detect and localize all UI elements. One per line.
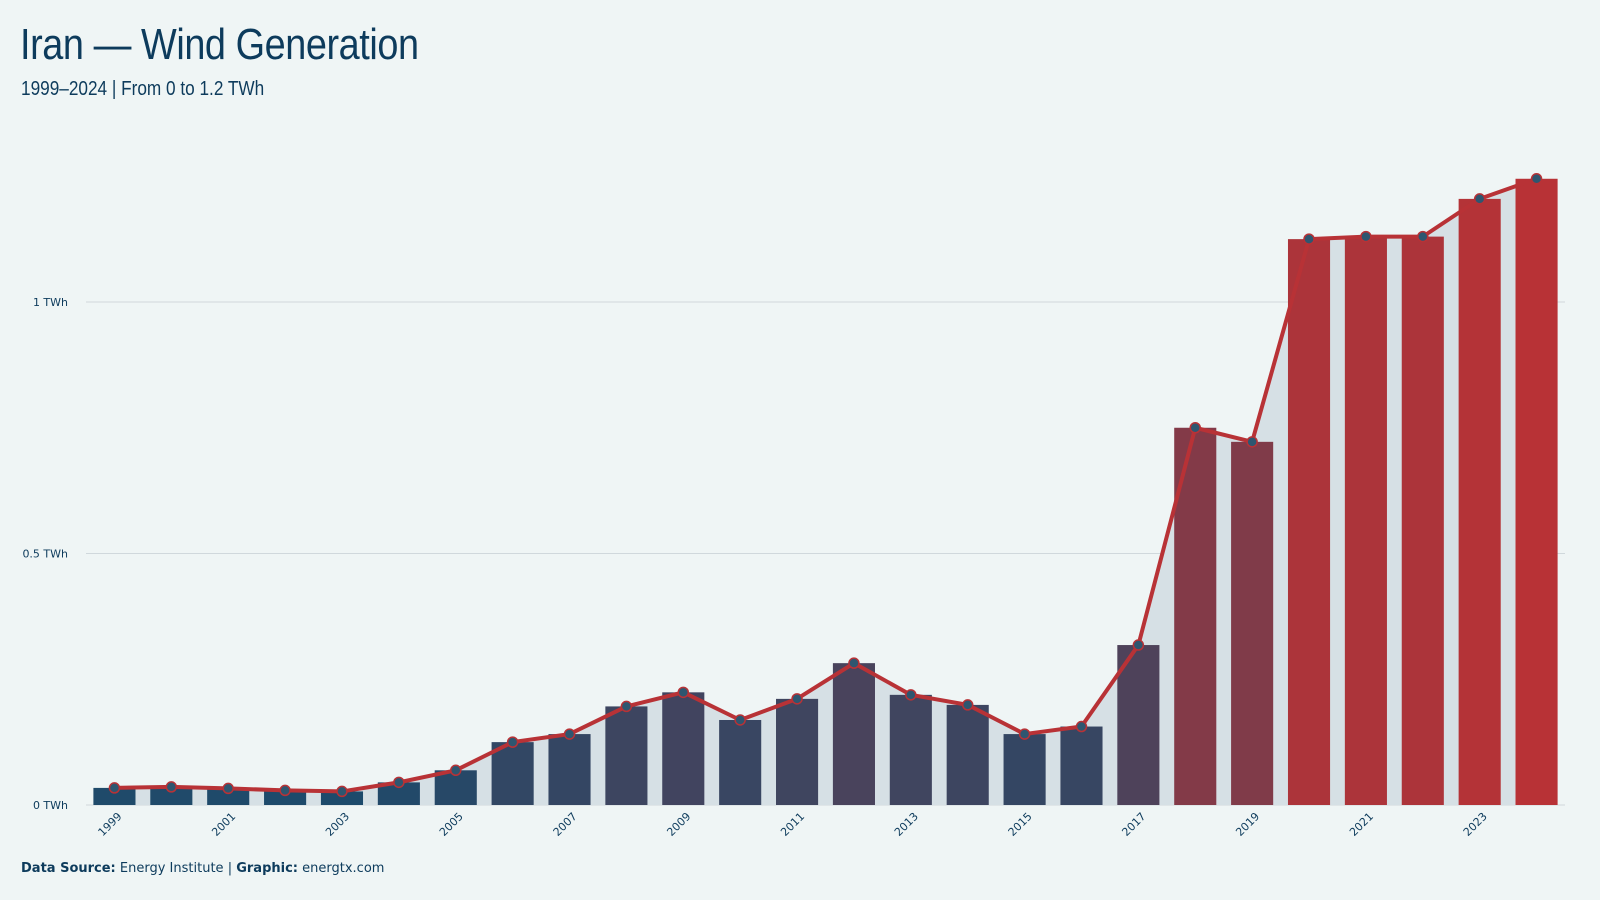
data-point	[393, 776, 405, 789]
data-point	[791, 693, 803, 705]
bar	[548, 734, 591, 805]
data-point	[961, 699, 974, 711]
bar	[662, 692, 705, 805]
bar	[605, 706, 648, 805]
bar	[207, 788, 250, 805]
chart-subtitle: 1999–2024 | From 0 to 1.2 TWh	[21, 78, 265, 100]
data-point	[165, 781, 178, 793]
data-point	[1246, 436, 1258, 448]
y-tick-label: 0.5 TWh	[22, 548, 68, 561]
bar	[320, 791, 364, 805]
bar	[377, 782, 420, 805]
x-tick-label: 2009	[664, 810, 693, 839]
data-point	[279, 784, 291, 797]
x-tick-label: 2023	[1461, 810, 1490, 839]
x-tick-label: 2017	[1119, 810, 1148, 839]
data-point	[848, 657, 860, 669]
y-tick-label: 1 TWh	[33, 296, 68, 309]
bar	[1060, 726, 1103, 805]
y-tick-label: 0 TWh	[33, 799, 68, 812]
data-point	[336, 785, 348, 798]
data-point	[1189, 422, 1201, 434]
bar	[150, 786, 193, 805]
source-value: Energy Institute	[119, 861, 224, 876]
data-point	[1075, 720, 1088, 733]
chart-title: Iran — Wind Generation	[20, 20, 419, 69]
bar	[264, 790, 307, 805]
data-point	[677, 686, 690, 699]
bar	[776, 698, 819, 805]
data-point	[1473, 193, 1486, 205]
series-line	[114, 176, 1538, 794]
bar	[946, 704, 989, 805]
bar	[434, 770, 477, 805]
x-tick-label: 2005	[437, 810, 466, 839]
bar	[1515, 178, 1558, 805]
bar	[1401, 236, 1444, 806]
graphic-label: Graphic:	[236, 861, 298, 876]
x-tick-label: 2013	[892, 810, 921, 839]
x-tick-label: 2015	[1006, 810, 1035, 839]
data-point	[1018, 728, 1031, 740]
bar	[1287, 239, 1331, 805]
bar	[1344, 236, 1387, 806]
data-point	[1530, 173, 1543, 185]
bar	[1458, 198, 1501, 805]
data-point	[734, 714, 746, 726]
data-point	[563, 728, 576, 740]
data-point	[620, 700, 633, 713]
data-point	[450, 764, 462, 777]
bar	[719, 719, 762, 805]
x-tick-label: 1999	[96, 810, 125, 839]
data-point	[506, 736, 519, 748]
footer: Data Source: Energy Institute | Graphic:…	[21, 861, 384, 876]
bar	[1003, 734, 1046, 805]
x-tick-label: 2001	[209, 810, 238, 839]
source-label: Data Source:	[21, 861, 116, 876]
data-point	[1417, 230, 1429, 243]
bar	[1117, 645, 1160, 805]
data-point	[108, 782, 121, 794]
bar	[1231, 441, 1274, 805]
data-point	[905, 689, 917, 701]
x-tick-label: 2011	[778, 810, 807, 839]
data-point	[1360, 230, 1372, 243]
bar	[1174, 427, 1217, 805]
bar	[889, 694, 932, 805]
bar	[491, 742, 534, 805]
bar	[832, 663, 875, 805]
bar	[93, 787, 136, 805]
footer-separator: |	[227, 861, 233, 876]
data-point	[222, 782, 234, 795]
x-tick-label: 2019	[1233, 810, 1262, 839]
x-tick-label: 2007	[551, 810, 580, 839]
data-point	[1303, 233, 1315, 245]
x-tick-label: 2003	[323, 810, 352, 839]
x-tick-label: 2021	[1347, 810, 1376, 839]
graphic-value: energtx.com	[302, 861, 385, 876]
data-point	[1132, 639, 1145, 651]
